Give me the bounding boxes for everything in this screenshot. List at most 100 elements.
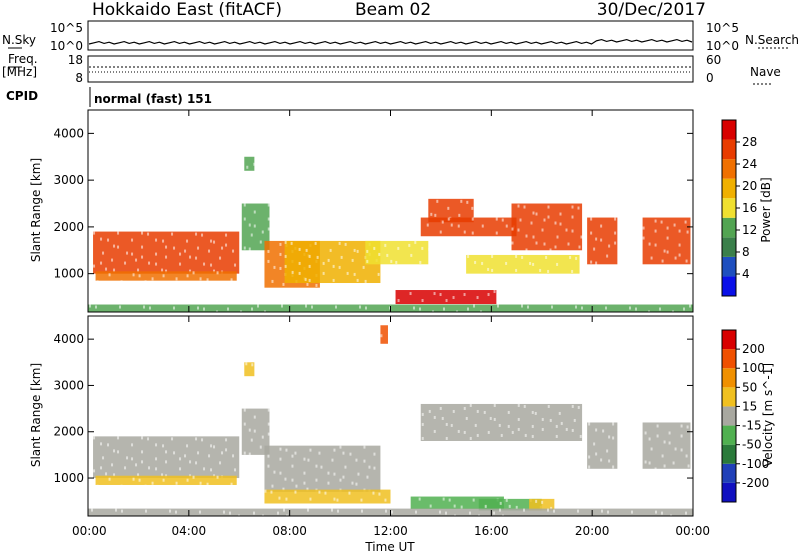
speckle bbox=[491, 254, 494, 258]
speckle bbox=[428, 247, 431, 251]
speckle bbox=[517, 204, 520, 208]
speckle bbox=[612, 436, 615, 440]
speckle bbox=[124, 466, 127, 470]
speckle bbox=[267, 464, 270, 468]
speckle bbox=[648, 461, 651, 465]
speckle bbox=[547, 508, 549, 512]
speckle bbox=[659, 307, 661, 311]
speckle bbox=[250, 438, 253, 442]
nsearch-tick-bottom: 10^0 bbox=[706, 39, 739, 53]
speckle bbox=[305, 248, 308, 252]
speckle bbox=[192, 271, 195, 275]
speckle bbox=[487, 430, 490, 434]
speckle bbox=[107, 238, 110, 242]
speckle bbox=[332, 278, 335, 282]
speckle bbox=[429, 504, 432, 508]
speckle bbox=[495, 217, 498, 221]
speckle bbox=[291, 454, 294, 458]
speckle bbox=[631, 510, 633, 514]
speckle bbox=[386, 253, 389, 257]
speckle bbox=[577, 206, 580, 210]
speckle bbox=[686, 425, 689, 429]
speckle bbox=[208, 454, 211, 458]
speckle bbox=[89, 304, 91, 308]
speckle bbox=[216, 271, 219, 275]
speckle bbox=[324, 491, 327, 495]
colorbar-tick-label: -100 bbox=[742, 457, 769, 471]
speckle bbox=[535, 212, 538, 216]
speckle bbox=[306, 282, 309, 286]
speckle bbox=[534, 411, 537, 415]
speckle bbox=[463, 293, 466, 297]
speckle bbox=[531, 424, 534, 428]
speckle bbox=[471, 206, 474, 210]
speckle bbox=[356, 249, 359, 253]
speckle bbox=[457, 224, 460, 228]
speckle bbox=[113, 268, 116, 272]
speckle bbox=[148, 261, 151, 265]
colorbar-segment bbox=[722, 330, 736, 350]
speckle bbox=[410, 253, 413, 257]
speckle bbox=[117, 450, 120, 454]
colorbar-tick-label: -200 bbox=[742, 476, 769, 490]
speckle bbox=[120, 280, 123, 284]
speckle bbox=[523, 508, 525, 512]
speckle bbox=[353, 248, 356, 252]
speckle bbox=[661, 259, 664, 263]
speckle bbox=[476, 296, 479, 300]
speckle bbox=[525, 234, 528, 238]
speckle bbox=[553, 509, 555, 513]
speckle bbox=[213, 240, 216, 244]
speckle bbox=[484, 504, 487, 508]
freq-tick-bottom: 8 bbox=[75, 71, 83, 85]
speckle bbox=[185, 313, 187, 317]
x-tick-label: 04:00 bbox=[172, 524, 207, 538]
speckle bbox=[225, 438, 228, 442]
speckle bbox=[179, 252, 182, 256]
colorbar-segment bbox=[722, 482, 736, 502]
speckle bbox=[644, 431, 647, 435]
speckle bbox=[341, 515, 343, 519]
speckle bbox=[309, 448, 312, 452]
speckle bbox=[433, 292, 436, 296]
speckle bbox=[543, 218, 546, 222]
scatter-region-7 bbox=[420, 217, 517, 237]
y-tick-label: 4000 bbox=[53, 332, 84, 346]
speckle bbox=[575, 305, 577, 309]
speckle bbox=[517, 427, 520, 431]
speckle bbox=[337, 509, 339, 513]
speckle bbox=[271, 311, 273, 315]
speckle bbox=[547, 404, 550, 408]
speckle bbox=[195, 437, 198, 441]
speckle bbox=[232, 454, 235, 458]
speckle bbox=[680, 434, 683, 438]
speckle bbox=[661, 454, 664, 458]
speckle bbox=[655, 510, 657, 514]
speckle bbox=[137, 268, 140, 272]
speckle bbox=[452, 409, 455, 413]
speckle bbox=[267, 249, 270, 253]
speckle bbox=[439, 406, 442, 410]
speckle bbox=[535, 241, 538, 245]
speckle bbox=[283, 508, 285, 512]
speckle bbox=[547, 215, 550, 219]
speckle bbox=[497, 304, 499, 308]
speckle bbox=[471, 217, 474, 221]
speckle bbox=[505, 224, 508, 228]
speckle bbox=[373, 452, 376, 456]
speckle bbox=[291, 464, 294, 468]
speckle bbox=[466, 200, 469, 204]
speckle bbox=[175, 510, 177, 514]
speckle bbox=[210, 263, 213, 267]
speckle bbox=[469, 511, 471, 515]
speckle bbox=[295, 484, 298, 488]
speckle bbox=[102, 251, 105, 255]
speckle bbox=[441, 416, 444, 420]
speckle bbox=[121, 509, 123, 513]
speckle bbox=[439, 510, 441, 514]
speckle bbox=[243, 203, 246, 207]
speckle bbox=[318, 490, 321, 494]
speckle bbox=[447, 206, 450, 210]
speckle bbox=[476, 409, 479, 413]
speckle bbox=[96, 280, 99, 284]
